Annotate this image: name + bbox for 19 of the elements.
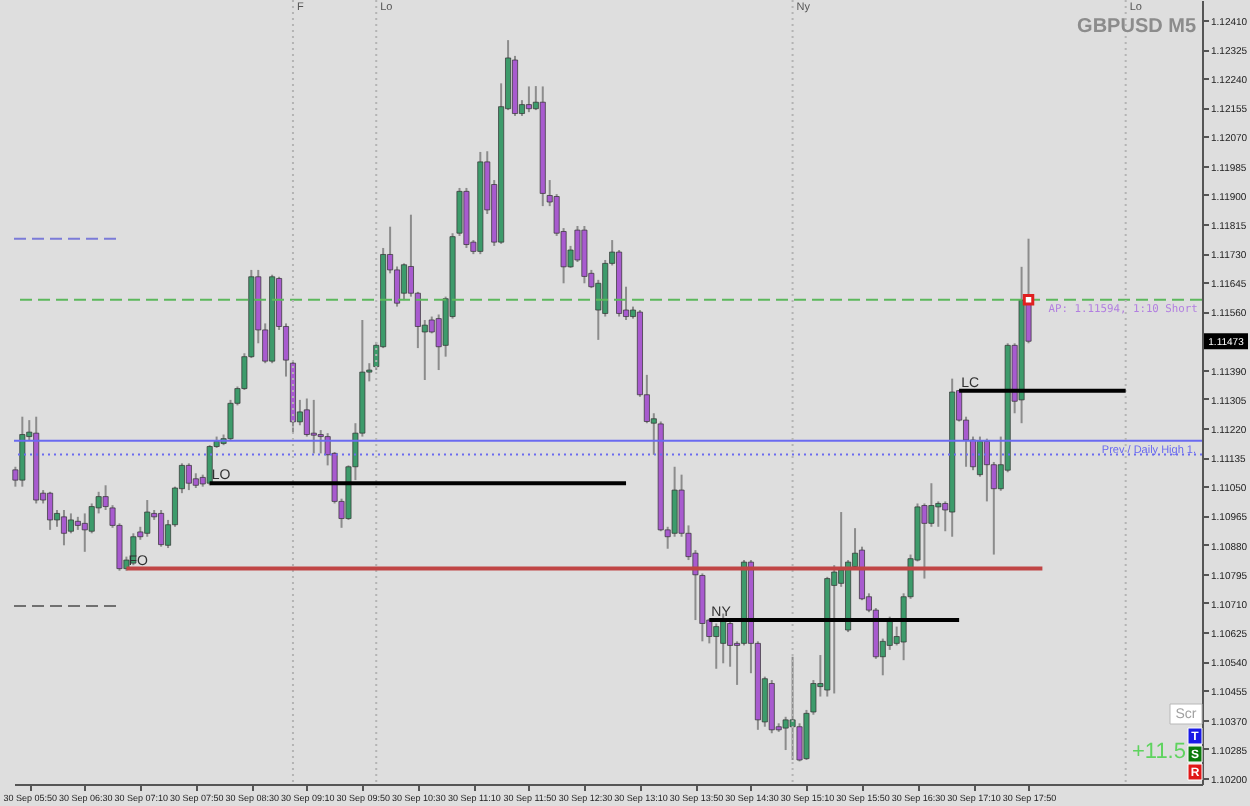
- candlestick: [789, 655, 796, 761]
- candlestick: [921, 502, 928, 580]
- candlestick: [81, 512, 88, 553]
- candlestick: [310, 398, 317, 455]
- annotation: +11.5: [1131, 740, 1186, 764]
- candlestick: [928, 482, 935, 528]
- text: GBPUSD M5: [1077, 16, 1197, 38]
- candlestick: [525, 85, 532, 114]
- candlestick: [61, 508, 67, 547]
- candlestick: [47, 490, 54, 531]
- candlestick: [206, 444, 213, 487]
- candlestick: [185, 462, 192, 492]
- candlestick: [144, 499, 151, 538]
- candlestick: [19, 415, 26, 488]
- candlestick: [581, 225, 588, 285]
- candlestick: [67, 512, 74, 535]
- candlestick: [713, 622, 720, 670]
- candlestick: [768, 679, 775, 735]
- candlestick: [158, 508, 165, 548]
